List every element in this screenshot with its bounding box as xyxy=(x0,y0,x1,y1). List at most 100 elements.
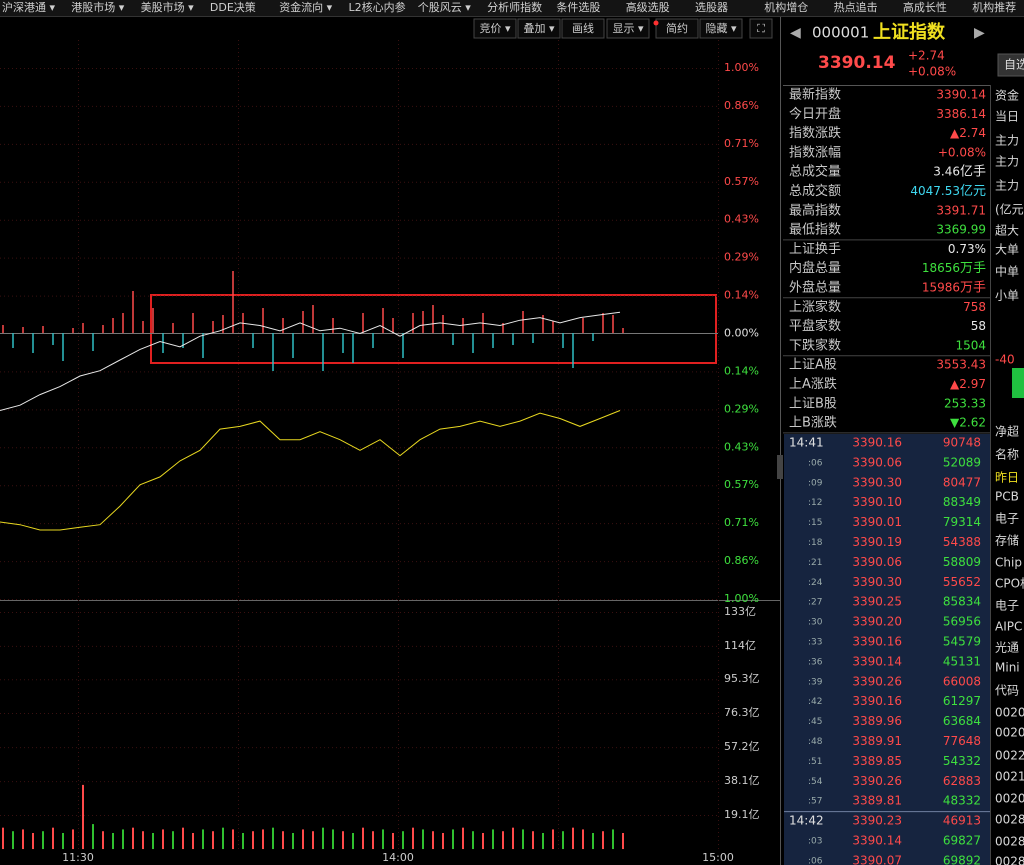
tick-price: 3390.14 xyxy=(852,654,902,668)
quote-label: 上证A股 xyxy=(789,358,837,373)
side-text: 主力 xyxy=(995,155,1019,169)
tick-price: 3389.81 xyxy=(852,794,902,808)
menu-item[interactable]: DDE决策 xyxy=(210,0,256,14)
menu-item[interactable]: 热点追击 xyxy=(834,0,878,14)
menu-item[interactable]: 资金流向 ▾ xyxy=(279,0,332,14)
watch-button[interactable] xyxy=(997,53,1024,77)
quote-label: 外盘总量 xyxy=(789,280,841,296)
tick-time: :45 xyxy=(808,717,822,727)
time-label: 11:30 xyxy=(62,851,94,864)
menu-item[interactable]: 高成长性 xyxy=(903,0,947,14)
quote-label: 最新指数 xyxy=(789,87,841,103)
quote-value: 3391.71 xyxy=(936,203,986,217)
tick-price: 3390.26 xyxy=(852,674,902,688)
menu-item[interactable]: 个股风云 ▾ xyxy=(418,1,471,14)
white-line xyxy=(0,311,621,411)
menu-item[interactable]: 港股市场 ▾ xyxy=(71,0,124,14)
menu-item[interactable]: 选股器 xyxy=(695,1,728,14)
tick-price: 3390.16 xyxy=(852,436,902,450)
tick-volume: 52089 xyxy=(943,455,981,469)
menu-bar xyxy=(0,0,1024,16)
toolbar-button[interactable] xyxy=(749,18,773,39)
tick-time: :21 xyxy=(808,558,822,568)
quote-label: 平盘家数 xyxy=(789,318,841,334)
pct-label: 0.57% xyxy=(724,175,759,188)
toolbar-button[interactable] xyxy=(655,18,699,39)
tick-time: :48 xyxy=(808,737,823,747)
tick-price: 3390.19 xyxy=(852,535,902,549)
quote-label: 上证B股 xyxy=(789,396,837,411)
side-text: 0028 xyxy=(995,855,1024,865)
tick-time: :24 xyxy=(808,578,823,588)
side-text: 0028 xyxy=(995,813,1024,827)
tick-time: :33 xyxy=(808,638,822,648)
notice-dot xyxy=(653,20,659,26)
tick-price: 3390.01 xyxy=(852,515,902,529)
toolbar-button[interactable] xyxy=(473,18,517,39)
tick-volume: 45131 xyxy=(943,654,981,668)
quote-label: 上证换手 xyxy=(789,242,841,257)
collapse-handle[interactable] xyxy=(777,455,783,479)
pct-label: 0.14% xyxy=(724,364,759,377)
menu-item[interactable]: 沪深港通 ▾ xyxy=(2,0,55,14)
quote-value: 18656 xyxy=(922,261,960,275)
quote-value: ▲2.74 xyxy=(950,126,986,140)
volume-label: 114亿 xyxy=(724,639,756,652)
side-text: PCB xyxy=(995,490,1019,504)
toolbar-label: ⛶ xyxy=(757,22,765,35)
toolbar-button[interactable] xyxy=(517,18,561,39)
quote-unit: 万手 xyxy=(960,261,986,276)
quote-value: 3386.14 xyxy=(936,107,986,121)
pct-label: 0.00% xyxy=(724,327,759,340)
toolbar-button[interactable] xyxy=(606,18,650,39)
menu-item[interactable]: L2核心内参 xyxy=(349,0,406,14)
quote-label: 内盘总量 xyxy=(789,260,841,276)
volume-label: 38.1亿 xyxy=(724,774,760,787)
quote-value: 758 xyxy=(963,300,986,314)
pct-label: 0.86% xyxy=(724,99,759,112)
side-green-block xyxy=(1012,368,1024,398)
tick-volume: 63684 xyxy=(943,714,981,728)
nav-prev[interactable]: ◀ xyxy=(790,25,801,41)
toolbar-label: 叠加 ▾ xyxy=(523,22,554,35)
tick-price: 3390.26 xyxy=(852,774,902,788)
menu-item[interactable]: 条件选股 xyxy=(556,0,600,14)
tick-price: 3390.06 xyxy=(852,555,902,569)
side-text: 大单 xyxy=(995,243,1019,257)
tick-volume: 77648 xyxy=(943,734,981,748)
quote-value: 58 xyxy=(971,319,986,333)
quote-label: 今日开盘 xyxy=(789,106,841,122)
menu-item[interactable]: 机构推荐 xyxy=(972,0,1016,14)
menu-item[interactable]: 机构增仓 xyxy=(764,0,808,14)
quote-unit: 万手 xyxy=(960,281,986,296)
tick-time: :18 xyxy=(808,538,823,548)
tick-volume: 48332 xyxy=(943,794,981,808)
side-text: 昨日 xyxy=(995,471,1019,485)
tick-price: 3390.30 xyxy=(852,575,902,589)
menu-item[interactable]: 美股市场 ▾ xyxy=(141,0,194,14)
side-text: 资金 xyxy=(995,88,1019,103)
quote-value: 15986 xyxy=(922,281,960,295)
tick-volume: 54332 xyxy=(943,754,981,768)
tick-time: :03 xyxy=(808,837,822,847)
tick-volume: 85834 xyxy=(943,595,981,609)
toolbar-button[interactable] xyxy=(699,18,743,39)
nav-next[interactable]: ▶ xyxy=(974,25,985,41)
tick-volume: 61297 xyxy=(943,694,981,708)
quote-name: 上证指数 xyxy=(873,21,946,43)
toolbar-button[interactable] xyxy=(561,18,605,39)
side-text: 0020 xyxy=(995,792,1024,806)
side-text: 0020 xyxy=(995,726,1024,740)
menu-item[interactable]: 高级选股 xyxy=(626,0,670,14)
tick-time: :06 xyxy=(808,458,823,468)
tick-volume: 58809 xyxy=(943,555,981,569)
tick-volume: 46913 xyxy=(943,814,981,828)
side-text: Chip xyxy=(995,556,1022,570)
toolbar-label: 隐藏 ▾ xyxy=(705,22,736,35)
tick-price: 3390.16 xyxy=(852,694,902,708)
tick-volume: 62883 xyxy=(943,774,981,788)
quote-value: 253.33 xyxy=(944,396,986,410)
volume-label: 19.1亿 xyxy=(724,808,760,821)
menu-item[interactable]: 分析师指数 xyxy=(487,0,542,14)
